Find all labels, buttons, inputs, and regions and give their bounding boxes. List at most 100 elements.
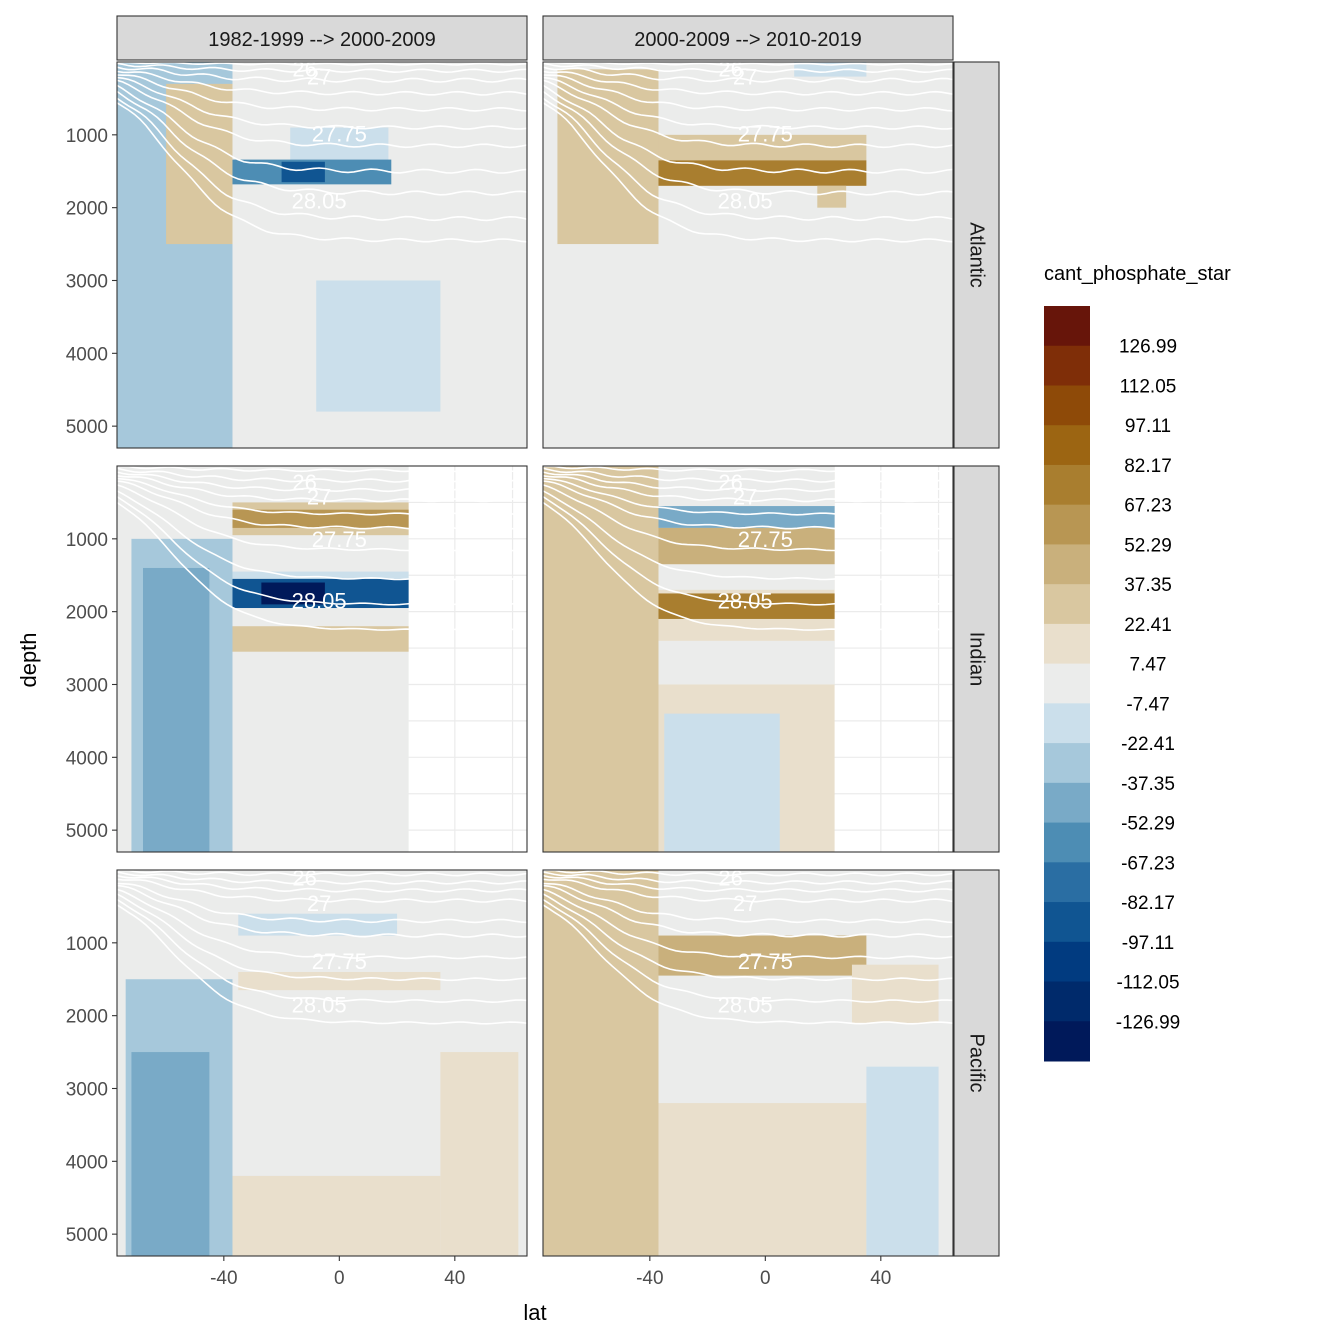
isopycnal-label: 27.75 <box>738 527 793 552</box>
isopycnal-label: 26 <box>718 470 742 495</box>
isopycnal-line <box>117 870 527 877</box>
isopycnal-label: 28.05 <box>292 589 347 614</box>
isopycnal-line <box>117 878 527 903</box>
x-tick-label: -40 <box>636 1268 663 1289</box>
isopycnal-label: 27 <box>307 65 331 90</box>
legend: cant_phosphate_star 126.99 112.05 97.11 82.… <box>1044 263 1231 1062</box>
legend-swatch <box>1044 1021 1090 1062</box>
contour-fill-4 <box>817 185 847 208</box>
legend-label: -82.17 <box>1121 893 1175 914</box>
isopycnal-line <box>117 898 527 1004</box>
y-tick-label: 3000 <box>66 1079 108 1100</box>
row-strip-label: Indian <box>966 632 988 687</box>
panel-border <box>542 869 954 1257</box>
isopycnal-lines <box>117 466 527 632</box>
y-axis-label: depth <box>16 632 41 687</box>
contour-fill-8 <box>664 713 780 852</box>
legend-label: 112.05 <box>1120 376 1177 397</box>
contour-fill-4 <box>866 1066 939 1256</box>
contour-fill-3 <box>658 1103 867 1256</box>
isopycnal-line <box>117 62 527 66</box>
legend-swatch <box>1044 822 1090 863</box>
legend-swatch <box>1044 941 1090 983</box>
panel-border <box>542 61 954 449</box>
isopycnal-lines <box>117 62 527 243</box>
isopycnal-line <box>117 466 527 473</box>
contour-fill-6 <box>658 593 835 619</box>
x-tick-label: 0 <box>760 1268 771 1289</box>
y-tick-label: 5000 <box>66 417 108 438</box>
y-tick-label: 2000 <box>66 1007 108 1028</box>
isopycnal-line <box>117 471 527 493</box>
legend-swatch <box>1044 385 1090 426</box>
isopycnal-line <box>117 97 527 222</box>
legend-label: -52.29 <box>1121 814 1175 835</box>
legend-swatch <box>1044 504 1090 545</box>
contour-fill-2 <box>131 1052 210 1256</box>
isopycnal-line <box>543 496 953 606</box>
legend-label: 82.17 <box>1124 456 1172 477</box>
isopycnal-line <box>117 888 527 960</box>
contour-fill-2 <box>142 567 210 852</box>
legend-swatch <box>1044 981 1090 1022</box>
y-tick-label: 4000 <box>66 748 108 769</box>
contour-fill-4 <box>658 527 835 565</box>
isopycnal-line <box>117 496 527 606</box>
y-tick-label: 1000 <box>66 934 108 955</box>
contour-fill-7 <box>232 1175 441 1256</box>
isopycnal-label: 26 <box>292 470 316 495</box>
isopycnal-label: 27.75 <box>312 527 367 552</box>
contour-fill-7 <box>316 280 441 412</box>
facet-strips: 1982-1999 --> 2000-2009 2000-2009 --> 201… <box>116 15 1000 1257</box>
x-axis-label: lat <box>523 1300 546 1325</box>
legend-label: 126.99 <box>1119 337 1177 358</box>
legend-label: 37.35 <box>1124 575 1172 596</box>
legend-label: 67.23 <box>1124 496 1172 517</box>
isopycnal-label: 28.05 <box>718 188 773 213</box>
contour-fills <box>117 62 527 448</box>
isopycnal-line <box>117 102 527 243</box>
isopycnal-label: 27 <box>733 485 757 510</box>
x-tick-label: 0 <box>334 1268 345 1289</box>
isopycnal-line <box>117 501 527 632</box>
isopycnal-line <box>543 97 953 222</box>
isopycnal-label: 27.75 <box>738 949 793 974</box>
isopycnal-line <box>543 466 953 473</box>
isopycnal-label: 26 <box>292 57 316 82</box>
contour-fills <box>543 466 835 852</box>
y-tick-label: 5000 <box>66 821 108 842</box>
isopycnal-line <box>543 62 953 66</box>
isopycnal-line <box>117 74 527 112</box>
isopycnal-label: 28.05 <box>292 188 347 213</box>
isopycnal-label: 27 <box>307 891 331 916</box>
panel-border <box>542 465 954 853</box>
isopycnal-line <box>117 475 527 503</box>
legend-label: -126.99 <box>1116 1012 1180 1033</box>
isopycnal-label: 27 <box>307 485 331 510</box>
contour-fill-7 <box>658 640 835 685</box>
isopycnal-line <box>543 884 953 938</box>
col-strip-label: 2000-2009 --> 2010-2019 <box>634 29 861 51</box>
isopycnal-label: 26 <box>292 865 316 890</box>
isopycnal-lines <box>543 466 953 632</box>
isopycnal-line <box>543 70 953 96</box>
isopycnal-line <box>117 882 527 924</box>
legend-swatch <box>1044 782 1090 824</box>
row-strip-label: Pacific <box>966 1034 988 1093</box>
isopycnal-label: 28.05 <box>292 993 347 1018</box>
isopycnal-line <box>543 888 953 960</box>
isopycnal-line <box>543 882 953 924</box>
y-tick-label: 5000 <box>66 1225 108 1246</box>
contour-fill-0 <box>543 870 659 1256</box>
contour-fills <box>543 62 953 448</box>
legend-swatch <box>1044 584 1090 625</box>
contour-fills <box>117 466 409 852</box>
isopycnal-line <box>117 490 527 581</box>
y-tick-label: 3000 <box>66 675 108 696</box>
legend-label: -67.23 <box>1121 853 1175 874</box>
y-tick-label: 3000 <box>66 271 108 292</box>
